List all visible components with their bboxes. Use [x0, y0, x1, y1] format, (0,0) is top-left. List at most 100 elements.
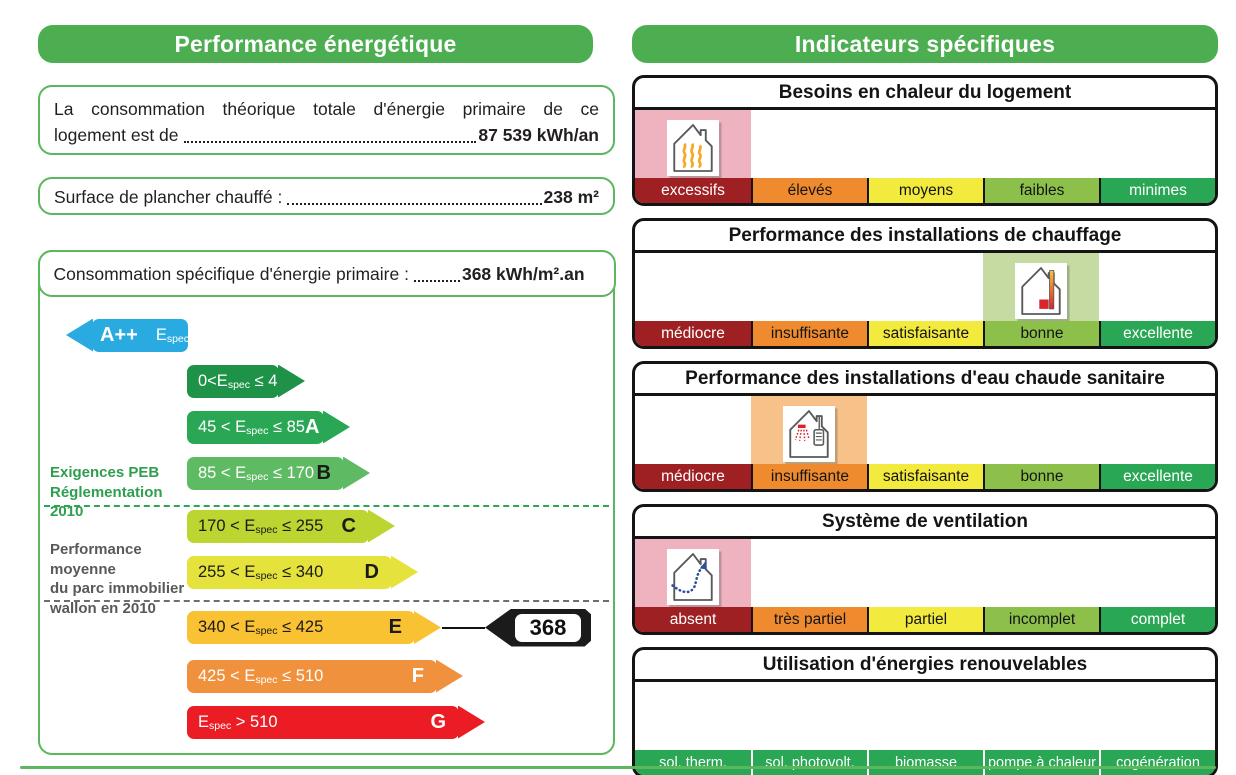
scale-row-e-with-indicator: 340 < Espec ≤ 425 E 368 [187, 608, 613, 647]
selected-cell-excessifs [635, 110, 751, 178]
park-average-dashed-line [44, 600, 609, 602]
scale-row-d: 255 < Espec ≤ 340 D [187, 555, 392, 589]
selected-cell-insuffisante [751, 396, 867, 464]
bottom-divider-line [20, 766, 1216, 769]
scale-range: 255 < Espec ≤ 340 [198, 562, 324, 582]
label-bonne: bonne [983, 464, 1099, 489]
scale-row-a-plus-plus: A++ Espec ≤ 0 [92, 318, 216, 352]
specific-consumption-label: Consommation spécifique d'énergie primai… [53, 263, 409, 284]
card-heat-demand: Besoins en chaleur du logement [632, 75, 1218, 206]
card-title: Performance des installations de chauffa… [635, 221, 1215, 253]
total-consumption-value: 87 539 kWh/an [478, 125, 599, 145]
scale-letter: F [411, 664, 424, 687]
label-complet: complet [1099, 607, 1215, 632]
card-title: Système de ventilation [635, 507, 1215, 539]
heat-demand-house-icon [667, 120, 719, 176]
label-eleves: élevés [751, 178, 867, 203]
consumption-text-line2: logement est de [54, 125, 179, 145]
label-absent: absent [635, 607, 751, 632]
specific-consumption-title: Consommation spécifique d'énergie primai… [37, 249, 616, 297]
peb-requirement-annotation: Exigences PEB Réglementation 2010 [50, 464, 163, 520]
label-mediocre: médiocre [635, 464, 751, 489]
performance-panel: Performance énergétique La consommation … [37, 25, 616, 755]
scale-range: 340 < Espec ≤ 425 [198, 618, 324, 637]
total-consumption-box: La consommation théorique totale d'énerg… [38, 85, 615, 155]
energy-scale: A++ Espec ≤ 0 0<Espec ≤ 45 A+ 45 < Espec… [40, 297, 613, 739]
scale-row-a: 45 < Espec ≤ 85 A [187, 410, 324, 444]
label-faibles: faibles [983, 178, 1099, 203]
heated-floor-area-box: Surface de plancher chauffé : 238 m² [38, 177, 615, 215]
card-heating-performance: Performance des installations de chauffa… [632, 218, 1218, 349]
selected-cell-bonne [983, 253, 1099, 321]
heating-house-icon [1015, 263, 1067, 319]
card-ventilation-system: Système de ventilation absent très [632, 504, 1218, 635]
scale-range: 45 < Espec ≤ 85 [198, 417, 305, 437]
label-cogeneration: cogénération [1099, 750, 1215, 775]
right-panel-header: Indicateurs spécifiques [632, 25, 1218, 63]
park-average-annotation: Performance moyenne du parc immobilier w… [50, 541, 185, 617]
specific-consumption-box: Consommation spécifique d'énergie primai… [37, 249, 616, 755]
label-minimes: minimes [1099, 178, 1215, 203]
scale-letter: E [388, 616, 402, 638]
label-insuffisante: insuffisante [751, 321, 867, 346]
label-partiel: partiel [867, 607, 983, 632]
selected-cell-absent [635, 539, 751, 607]
dotted-leader [183, 141, 477, 143]
scale-row-f: 425 < Espec ≤ 510 F [187, 659, 437, 693]
left-panel-title: Performance énergétique [174, 30, 457, 57]
specific-consumption-value: 368 kWh/m².an [461, 263, 585, 284]
scale-letter: A+ [286, 369, 313, 392]
card-title: Besoins en chaleur du logement [635, 78, 1215, 110]
label-excessifs: excessifs [635, 178, 751, 203]
label-moyens: moyens [867, 178, 983, 203]
label-satisfaisante: satisfaisante [867, 321, 983, 346]
label-excellente: excellente [1099, 464, 1215, 489]
scale-range: 85 < Espec ≤ 170 [198, 463, 315, 483]
scale-letter: B [316, 461, 331, 484]
peb-requirement-dashed-line [44, 505, 609, 507]
floor-area-label: Surface de plancher chauffé : [54, 187, 283, 207]
label-tres-partiel: très partiel [751, 607, 867, 632]
card-title: Performance des installations d'eau chau… [635, 364, 1215, 396]
consumption-text-line1: La consommation théorique totale d'énerg… [54, 99, 599, 119]
right-panel-title: Indicateurs spécifiques [794, 30, 1056, 57]
label-pompe-a-chaleur: pompe à chaleur [983, 750, 1099, 775]
dotted-leader [287, 203, 542, 205]
indicators-panel: Indicateurs spécifiques Besoins en chale… [632, 25, 1218, 775]
label-mediocre: médiocre [635, 321, 751, 346]
scale-row-c: 170 < Espec ≤ 255 C [187, 509, 369, 543]
indicator-connector-line [442, 626, 485, 629]
hot-water-house-icon [783, 406, 835, 462]
label-sol-photovolt: sol. photovolt. [751, 750, 867, 775]
scale-range: 0<Espec ≤ 45 [198, 371, 287, 391]
floor-area-value: 238 m² [543, 187, 599, 207]
label-bonne: bonne [983, 321, 1099, 346]
card-renewable-energy: Utilisation d'énergies renouvelables sol… [632, 647, 1218, 775]
scale-letter: G [430, 710, 446, 733]
card-title: Utilisation d'énergies renouvelables [635, 650, 1215, 682]
label-biomasse: biomasse [867, 750, 983, 775]
label-sol-therm: sol. therm. [635, 750, 751, 775]
scale-letter: D [364, 560, 379, 583]
scale-letter: A++ [100, 323, 138, 346]
scale-letter: A [304, 415, 320, 438]
card-hot-water-performance: Performance des installations d'eau chau… [632, 361, 1218, 492]
scale-row-b: 85 < Espec ≤ 170 B [187, 456, 344, 490]
label-excellente: excellente [1099, 321, 1215, 346]
scale-row-a-plus: 0<Espec ≤ 45 A+ [187, 364, 313, 398]
scale-range: Espec ≤ 0 [155, 325, 217, 345]
label-satisfaisante: satisfaisante [867, 464, 983, 489]
dotted-leader [413, 279, 460, 282]
left-panel-header: Performance énergétique [38, 25, 593, 63]
scale-range: 425 < Espec ≤ 510 [198, 666, 324, 686]
scale-row-g: Espec > 510 G [187, 705, 459, 739]
label-incomplet: incomplet [983, 607, 1099, 632]
current-value-pointer: 368 [485, 608, 591, 647]
scale-range: Espec > 510 [198, 712, 278, 732]
ventilation-house-icon [667, 549, 719, 605]
current-value: 368 [515, 613, 581, 642]
scale-range: 170 < Espec ≤ 255 [198, 516, 324, 536]
scale-row-e: 340 < Espec ≤ 425 E [187, 611, 415, 644]
scale-letter: C [341, 514, 356, 537]
